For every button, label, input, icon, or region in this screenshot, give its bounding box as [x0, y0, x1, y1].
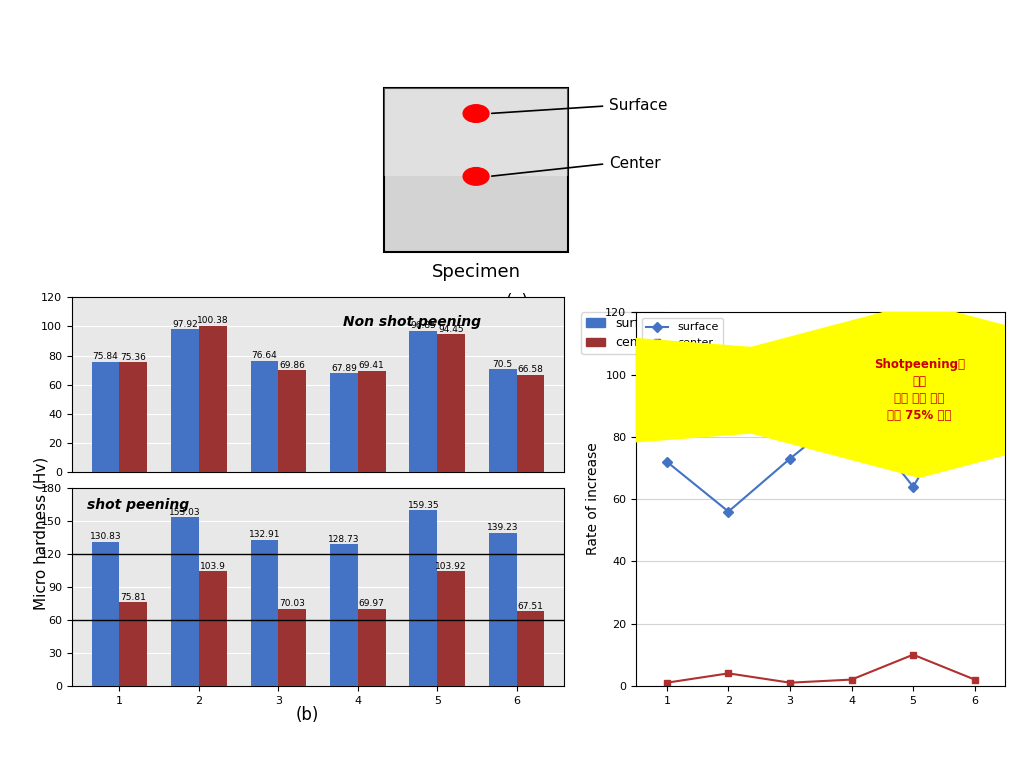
Text: 67.51: 67.51: [517, 602, 544, 611]
Text: 103.9: 103.9: [200, 562, 226, 571]
Circle shape: [463, 104, 489, 123]
Bar: [330, 373, 358, 472]
Text: 100.38: 100.38: [197, 316, 229, 325]
Bar: [250, 360, 278, 472]
center: [845, 675, 858, 684]
Text: 159.35: 159.35: [407, 501, 439, 510]
Line: surface: surface: [664, 380, 978, 515]
Bar: [91, 362, 119, 472]
Text: 70.03: 70.03: [279, 599, 305, 608]
Text: 69.86: 69.86: [279, 360, 305, 370]
Text: Surface: Surface: [609, 98, 668, 114]
center: [969, 675, 981, 684]
surface: [784, 454, 796, 463]
Text: 139.23: 139.23: [487, 523, 518, 532]
Text: Shotpeening에
의해
표면 경도 값이
평균 75% 증가: Shotpeening에 의해 표면 경도 값이 평균 75% 증가: [874, 358, 964, 422]
Circle shape: [463, 168, 489, 185]
Y-axis label: Rate of increase: Rate of increase: [586, 443, 600, 555]
Text: shot peening: shot peening: [86, 498, 189, 511]
Text: 130.83: 130.83: [89, 532, 121, 541]
center: [722, 669, 735, 678]
FancyBboxPatch shape: [384, 88, 568, 177]
surface: [722, 507, 735, 516]
FancyBboxPatch shape: [384, 88, 568, 251]
Bar: [488, 533, 517, 686]
Text: 75.81: 75.81: [120, 593, 147, 602]
Line: center: center: [664, 652, 978, 686]
Text: 153.03: 153.03: [169, 507, 201, 517]
Text: 66.58: 66.58: [517, 366, 544, 374]
Bar: [358, 371, 386, 472]
Bar: [437, 572, 465, 686]
Bar: [119, 602, 148, 686]
Text: Specimen: Specimen: [432, 263, 520, 281]
Bar: [250, 539, 278, 686]
Bar: [358, 609, 386, 686]
Bar: [409, 511, 437, 686]
center: [661, 678, 673, 687]
Bar: [278, 370, 306, 472]
Text: Non shot peening: Non shot peening: [343, 315, 481, 328]
surface: [661, 457, 673, 466]
Bar: [278, 609, 306, 686]
surface: [969, 379, 981, 389]
Text: 128.73: 128.73: [328, 535, 360, 543]
Bar: [437, 335, 465, 472]
Bar: [488, 370, 517, 472]
Text: 97.92: 97.92: [172, 320, 198, 328]
Bar: [199, 326, 227, 472]
Bar: [119, 363, 148, 472]
Text: 67.89: 67.89: [331, 363, 357, 373]
Text: 132.91: 132.91: [248, 530, 280, 539]
Polygon shape: [0, 303, 1026, 477]
Bar: [409, 331, 437, 472]
Text: (a): (a): [505, 293, 528, 311]
Text: 75.84: 75.84: [92, 352, 118, 361]
Bar: [517, 375, 545, 472]
Text: Center: Center: [609, 156, 661, 171]
Bar: [91, 542, 119, 686]
Text: 96.85: 96.85: [410, 322, 436, 330]
surface: [907, 482, 919, 491]
Text: 76.64: 76.64: [251, 351, 277, 360]
Bar: [330, 544, 358, 686]
center: [907, 650, 919, 659]
Legend: surface, center: surface, center: [641, 318, 723, 352]
Text: (b): (b): [297, 706, 319, 724]
Text: 69.97: 69.97: [359, 599, 385, 608]
Text: 69.41: 69.41: [359, 361, 385, 370]
Text: 94.45: 94.45: [438, 325, 464, 334]
Bar: [199, 572, 227, 686]
Text: Micro hardness (Hv): Micro hardness (Hv): [34, 456, 48, 610]
Bar: [517, 611, 545, 686]
Text: 103.92: 103.92: [435, 562, 467, 571]
Text: 75.36: 75.36: [120, 353, 147, 362]
center: [784, 678, 796, 687]
Text: 70.5: 70.5: [492, 360, 513, 369]
surface: [845, 405, 858, 414]
Bar: [171, 329, 199, 472]
Legend: surface, center: surface, center: [581, 312, 667, 354]
Bar: [171, 517, 199, 686]
